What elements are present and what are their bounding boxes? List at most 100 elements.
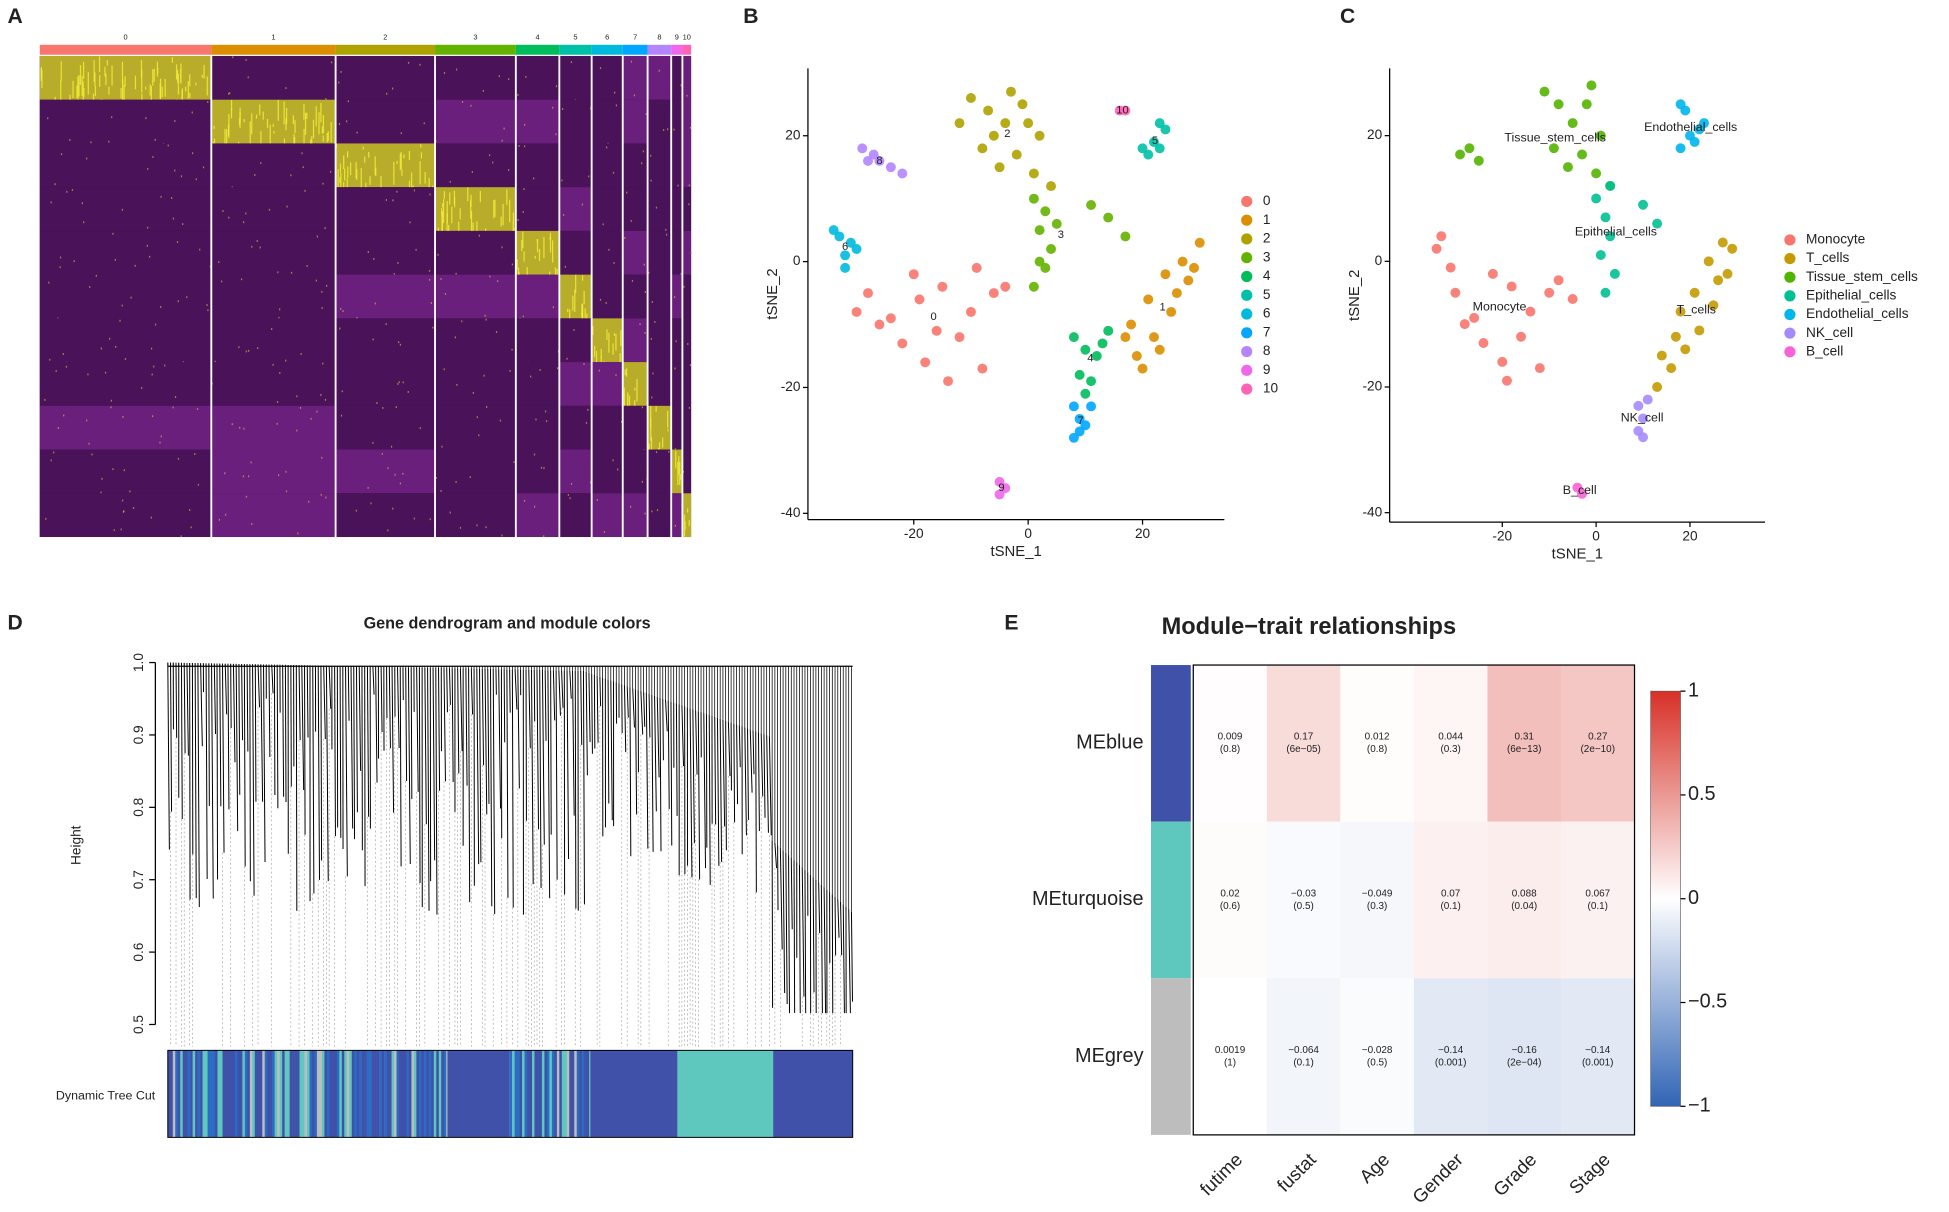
heatmap-cell [678,456,680,475]
module-band [441,1050,444,1138]
module-band [431,1050,435,1138]
heatmap-cell [213,125,215,129]
heatmap-cell [44,398,46,401]
tree-branch [298,665,301,741]
tree-branch [651,694,654,852]
heatmap-cell [592,326,594,335]
heatmap-cell [322,135,324,142]
module-band [244,1050,248,1138]
tree-branch [582,670,585,905]
heatmap-cell [679,461,681,485]
module-band [346,1050,350,1138]
cluster-name: Tissue_stem_cells [1504,131,1606,145]
heatmap-cell [508,78,510,81]
tree-branch [484,668,488,815]
heatmap-block [335,493,436,538]
tree-branch [599,676,602,707]
heatmap-cell [442,199,445,223]
heatmap-block [515,362,560,406]
module-band [319,1050,323,1138]
heatmap-cell [225,513,227,516]
heatmap-cell [581,275,584,281]
heatmap-cell [478,434,480,437]
heatmap-cell [446,213,448,237]
point [1666,363,1677,374]
heatmap-cell [1413,821,1488,979]
heatmap-cell [655,406,657,412]
tree-branch [246,664,249,752]
heatmap-block [591,493,623,538]
point [1131,351,1142,361]
heatmap-cell [644,512,646,515]
module-band [177,1050,181,1138]
heatmap-block [435,449,516,494]
heatmap-cell [172,406,174,409]
column-label: futime [1196,1149,1247,1200]
point [1722,268,1733,279]
module-band [175,1050,178,1138]
point [1103,212,1114,223]
heatmap-cell [523,499,526,502]
heatmap-cell [290,271,293,274]
heatmap-cell [410,172,413,195]
point [1120,231,1131,242]
heatmap-cell [423,122,425,125]
tree-branch [457,668,460,774]
heatmap-cell [400,132,402,135]
heatmap-cell [271,328,273,331]
heatmap-cell [455,481,457,483]
heatmap-cell [599,67,602,70]
tree-branch [818,882,821,934]
heatmap-cell [338,81,340,84]
module-band [234,1050,238,1138]
heatmap-cell [573,328,575,331]
tree-branch [659,697,662,852]
colorbar-tick-label: 1 [1688,679,1699,701]
point [1717,237,1728,248]
heatmap-cell [511,263,514,266]
heatmap-cell [50,459,52,462]
heatmap-block [559,143,592,188]
heatmap-cell [207,101,209,103]
heatmap-cell [230,108,233,119]
tree-branch [782,850,786,994]
heatmap-cell [633,94,636,97]
module-band [436,1050,440,1138]
heatmap-cell [605,146,608,149]
heatmap-cell [367,251,369,253]
point [1525,306,1536,317]
heatmap-cell [407,391,409,393]
tree-branch [558,670,561,716]
point [1177,256,1188,267]
tree-branch [186,662,189,756]
heatmap-cell [152,156,154,158]
tree-branch [503,669,506,743]
tree-branch [306,665,309,738]
legend-label: 8 [1263,343,1271,358]
module-band [529,1050,533,1138]
heatmap-cell [485,526,487,529]
heatmap-block [591,449,623,494]
tree-branch [276,664,279,809]
heatmap-cell [60,61,62,81]
heatmap-cell [614,91,616,94]
heatmap-cell [164,78,166,97]
cluster-label: 3 [473,32,477,41]
heatmap-cell [104,66,106,77]
heatmap-cell [243,427,245,430]
module-band [339,1050,343,1138]
heatmap-cell [688,184,690,187]
heatmap-cell [130,296,132,299]
module-band [324,1050,328,1138]
panel-letter: B [743,5,758,28]
value-label: 0.31 [1515,732,1535,743]
heatmap-cell [285,470,287,473]
heatmap-cell [432,326,434,329]
value-label: −0.028 [1362,1045,1393,1056]
heatmap-block [682,362,692,406]
heatmap-cell [206,304,208,306]
module-band [559,1050,563,1138]
heatmap-cell [283,101,285,125]
heatmap-cell [152,69,154,86]
heatmap-cell [91,453,93,456]
